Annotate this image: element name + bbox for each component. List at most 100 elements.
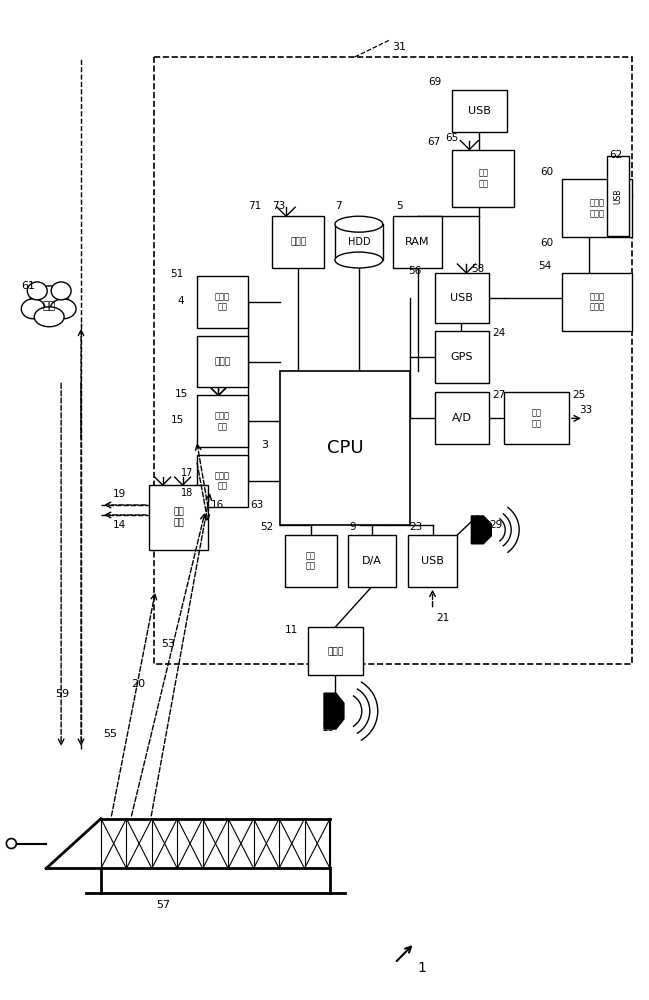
Bar [280, 371, 410, 525]
Text: USB: USB [613, 189, 622, 204]
Text: 56: 56 [408, 266, 422, 276]
Text: 51: 51 [170, 269, 184, 279]
Text: 网络: 网络 [43, 301, 56, 311]
Text: 71: 71 [249, 201, 262, 211]
Bar [197, 276, 249, 328]
Text: 57: 57 [156, 900, 170, 910]
Text: 14: 14 [113, 520, 126, 530]
Bar [452, 90, 508, 132]
Text: 车辆导
航装置: 车辆导 航装置 [589, 199, 604, 218]
Ellipse shape [335, 216, 383, 232]
Text: USB: USB [450, 293, 473, 303]
Text: 放大器: 放大器 [327, 647, 343, 656]
Bar [452, 150, 514, 207]
Ellipse shape [34, 307, 64, 327]
Text: 7: 7 [335, 201, 341, 211]
Text: 69: 69 [428, 77, 441, 87]
Text: 个人导
航装置: 个人导 航装置 [589, 292, 604, 312]
Bar [435, 392, 489, 444]
Text: 67: 67 [427, 137, 441, 147]
Bar [272, 216, 324, 268]
Text: 25: 25 [572, 390, 585, 400]
Text: 63: 63 [251, 500, 263, 510]
Text: 54: 54 [538, 261, 551, 271]
Ellipse shape [27, 282, 47, 300]
Bar [285, 535, 337, 587]
Bar [348, 535, 396, 587]
Text: 11: 11 [285, 625, 298, 635]
Text: 辅助
装置: 辅助 装置 [478, 169, 488, 188]
Text: 31: 31 [392, 42, 406, 52]
Text: 15: 15 [170, 415, 184, 425]
Bar [335, 224, 383, 260]
Ellipse shape [50, 299, 76, 319]
Text: 60: 60 [540, 167, 553, 177]
Bar [197, 455, 249, 507]
Bar [562, 273, 631, 331]
Bar [408, 535, 458, 587]
Text: 23: 23 [410, 522, 423, 532]
Text: GPS: GPS [450, 352, 473, 362]
Text: USB: USB [469, 106, 491, 116]
Text: 59: 59 [55, 689, 69, 699]
Text: 21: 21 [437, 613, 450, 623]
Text: 27: 27 [493, 390, 506, 400]
Bar [562, 179, 631, 237]
Text: USB: USB [421, 556, 444, 566]
Ellipse shape [335, 252, 383, 268]
Text: 58: 58 [471, 264, 485, 274]
Text: 65: 65 [445, 133, 459, 143]
Text: CPU: CPU [326, 439, 363, 457]
Bar [154, 57, 631, 664]
Text: 4: 4 [177, 296, 184, 306]
Text: 蓝牙
配对: 蓝牙 配对 [306, 551, 316, 570]
Text: 17: 17 [181, 468, 193, 478]
Bar [435, 273, 489, 323]
Text: 输入选
择器: 输入选 择器 [215, 292, 230, 312]
Bar [393, 216, 443, 268]
Ellipse shape [21, 299, 45, 319]
Text: 3: 3 [262, 440, 268, 450]
Circle shape [6, 839, 16, 849]
Text: A/D: A/D [452, 413, 472, 423]
Text: 73: 73 [272, 201, 286, 211]
Text: 61: 61 [21, 281, 35, 291]
Text: 33: 33 [579, 405, 592, 415]
Bar [308, 627, 363, 675]
Text: RAM: RAM [406, 237, 430, 247]
Text: 20: 20 [131, 679, 145, 689]
Text: 24: 24 [493, 328, 506, 338]
Text: 1: 1 [417, 961, 426, 975]
Text: D/A: D/A [362, 556, 382, 566]
Text: HDD: HDD [348, 237, 370, 247]
Text: 16: 16 [210, 500, 224, 510]
Bar [607, 156, 629, 236]
Bar [197, 336, 249, 387]
Text: 62: 62 [609, 150, 622, 160]
Text: 移动
装置: 移动 装置 [173, 508, 184, 527]
Ellipse shape [31, 286, 68, 312]
Text: 辅助
输入: 辅助 输入 [532, 409, 541, 428]
Polygon shape [324, 693, 344, 729]
Text: 55: 55 [103, 729, 117, 739]
Ellipse shape [51, 282, 71, 300]
Bar [149, 485, 208, 550]
Text: 29: 29 [489, 520, 502, 530]
Text: 53: 53 [161, 639, 175, 649]
Text: 19: 19 [113, 489, 126, 499]
Bar [197, 395, 249, 447]
Polygon shape [471, 516, 491, 544]
Text: 15: 15 [175, 389, 188, 399]
Text: 13: 13 [322, 723, 336, 733]
Text: 路由器: 路由器 [290, 238, 306, 247]
Text: 5: 5 [396, 201, 402, 211]
Text: 调制解
调器: 调制解 调器 [215, 471, 230, 491]
Text: 蓝牙收
发器: 蓝牙收 发器 [215, 412, 230, 431]
Bar [435, 331, 489, 383]
Text: 9: 9 [349, 522, 356, 532]
Text: 显示器: 显示器 [214, 357, 230, 366]
Text: 18: 18 [181, 488, 193, 498]
Bar [504, 392, 569, 444]
Text: 52: 52 [260, 522, 273, 532]
Text: 60: 60 [540, 238, 553, 248]
